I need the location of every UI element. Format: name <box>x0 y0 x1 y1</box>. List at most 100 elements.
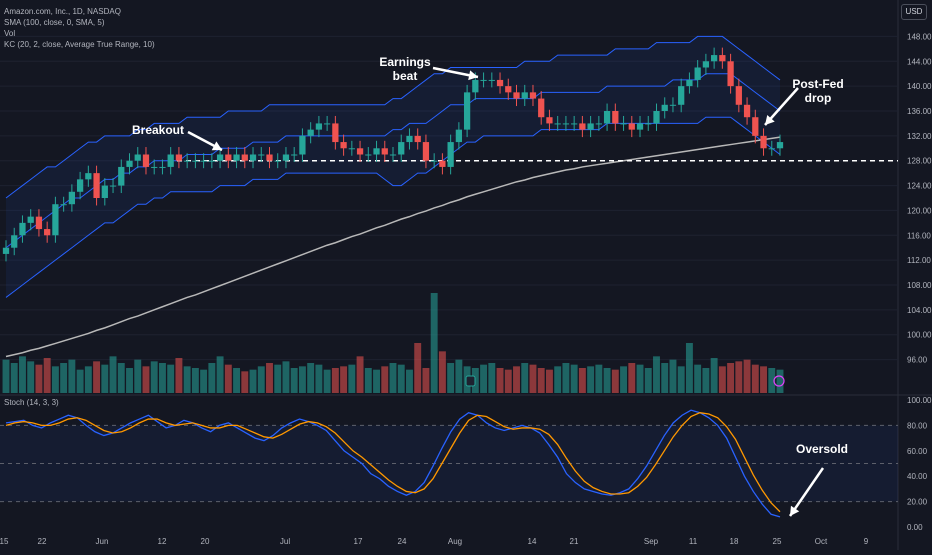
volume-bar <box>595 364 603 393</box>
sma-legend[interactable]: SMA (100, close, 0, SMA, 5) <box>4 18 105 27</box>
candle-body <box>249 154 257 161</box>
candle-body <box>776 142 784 149</box>
candle-body <box>719 55 726 62</box>
dividend-event-icon <box>773 375 785 387</box>
vol-legend[interactable]: Vol <box>4 29 16 38</box>
candle-body <box>175 154 183 161</box>
candle-body <box>208 160 215 162</box>
candle-body <box>19 222 26 236</box>
candle-body <box>472 79 479 93</box>
annotation-earnings-2: beat <box>393 69 418 83</box>
volume-bar <box>768 368 776 393</box>
earnings-event-icon <box>465 375 476 387</box>
volume-bar <box>175 358 183 393</box>
volume-bar <box>101 364 109 393</box>
volume-bar <box>233 368 241 393</box>
volume-bar <box>356 356 364 393</box>
candle-body <box>439 160 446 167</box>
candle-body <box>2 247 10 254</box>
x-tick-label: 14 <box>528 537 537 546</box>
candle-body <box>142 154 150 167</box>
postfed-arrow-arrowhead <box>765 114 775 125</box>
earnings-arrow-arrowhead <box>468 70 478 81</box>
volume-bar <box>661 363 669 393</box>
candle-body <box>365 154 372 156</box>
candle-body <box>274 160 281 162</box>
stoch-tick-label: 40.00 <box>907 472 928 481</box>
volume-bar <box>587 366 595 393</box>
volume-bar <box>241 371 249 393</box>
volume-bar <box>455 359 463 393</box>
stoch-tick-label: 0.00 <box>907 523 923 532</box>
volume-bar <box>364 368 372 393</box>
volume-bar <box>150 361 158 393</box>
price-tick-label: 132.00 <box>907 132 932 141</box>
price-tick-label: 140.00 <box>907 82 932 91</box>
volume-bar <box>27 361 35 393</box>
price-tick-label: 108.00 <box>907 281 932 290</box>
x-tick-label: 17 <box>354 537 363 546</box>
stoch-legend[interactable]: Stoch (14, 3, 3) <box>4 398 59 407</box>
candle-body <box>299 135 306 155</box>
volume-bar <box>282 361 290 393</box>
volume-bar <box>158 363 166 393</box>
x-tick-label: 20 <box>201 537 210 546</box>
candle-body <box>669 104 677 106</box>
currency-button[interactable]: USD <box>901 4 927 20</box>
candle-body <box>702 61 710 68</box>
volume-bar <box>117 363 125 393</box>
volume-bar <box>10 363 18 393</box>
volume-bar <box>340 366 348 393</box>
annotation-earnings-1: Earnings <box>379 55 431 69</box>
candle-body <box>159 166 166 168</box>
candle-body <box>628 123 635 130</box>
candle-body <box>546 117 553 124</box>
volume-bar <box>19 356 26 393</box>
volume-bar <box>677 366 685 393</box>
volume-bar <box>257 366 265 393</box>
kc-legend[interactable]: KC (20, 2, close, Average True Range, 10… <box>4 40 155 49</box>
volume-bar <box>406 369 413 393</box>
volume-bar <box>274 364 282 393</box>
candle-body <box>11 235 18 248</box>
candle-body <box>645 123 652 125</box>
volume-bar <box>529 364 537 393</box>
candle-body <box>323 123 331 125</box>
candle-body <box>233 154 240 161</box>
candle-body <box>431 160 438 162</box>
volume-bar <box>373 369 380 393</box>
stoch-tick-label: 100.00 <box>907 396 932 405</box>
x-tick-label: 9 <box>864 537 869 546</box>
volume-bar <box>545 369 553 393</box>
volume-bar <box>348 364 356 393</box>
candle-body <box>44 229 51 236</box>
symbol-title[interactable]: Amazon.com, Inc., 1D, NASDAQ <box>4 7 121 16</box>
volume-bar <box>167 364 175 393</box>
price-tick-label: 128.00 <box>907 157 932 166</box>
candle-body <box>488 79 495 81</box>
volume-bar <box>126 368 133 393</box>
candle-body <box>85 173 92 180</box>
candle-body <box>340 142 347 149</box>
volume-bar <box>381 366 389 393</box>
x-tick-label: Sep <box>644 537 659 546</box>
candle-body <box>686 79 693 87</box>
volume-bar <box>669 359 677 393</box>
price-tick-label: 116.00 <box>907 231 931 240</box>
volume-bar <box>266 363 273 393</box>
volume-bar <box>249 369 257 393</box>
candle-body <box>332 123 339 143</box>
x-tick-label: 15 <box>0 537 9 546</box>
volume-bar <box>142 366 150 393</box>
keltner-upper-line <box>5 35 781 199</box>
oversold-arrow-shaft <box>788 467 825 517</box>
candle-body <box>373 148 380 155</box>
volume-bar <box>735 361 743 393</box>
volume-bar <box>578 368 586 393</box>
price-tick-label: 120.00 <box>907 206 932 215</box>
volume-bar <box>2 359 10 393</box>
candle-body <box>678 86 685 105</box>
volume-bar <box>488 363 496 393</box>
